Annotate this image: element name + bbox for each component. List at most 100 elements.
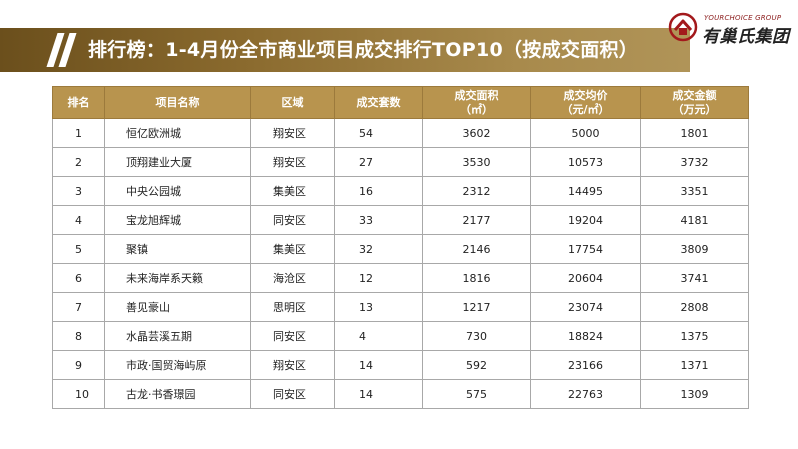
header-amount-unit: （万元） [672,102,717,116]
project-name-cell: 市政·国贸海屿原 [104,350,251,380]
table-row: 10 古龙·书香璟园 同安区 14 575 22763 1309 [52,379,749,409]
header-project-name-label: 项目名称 [155,95,200,109]
project-name-cell: 顶翔建业大厦 [104,147,251,177]
district-cell: 集美区 [250,176,335,206]
header-project-name: 项目名称 [104,86,251,119]
avg-price-cell: 19204 [530,205,641,235]
avg-price-cell: 18824 [530,321,641,351]
area-cell: 730 [422,321,531,351]
avg-price-cell: 20604 [530,263,641,293]
header-area-unit: （㎡） [460,102,493,116]
units-cell: 54 [334,118,423,148]
table-row: 7 善见豪山 思明区 13 1217 23074 2808 [52,292,749,322]
ranking-table: 排名 项目名称 区域 成交套数 成交面积 （㎡） 成交均价 （元/㎡） 成交金额 （万… [52,86,749,409]
amount-cell: 3351 [640,176,749,206]
rank-cell: 5 [52,234,105,264]
table-row: 4 宝龙旭辉城 同安区 33 2177 19204 4181 [52,205,749,235]
header-area-label: 成交面积 [454,88,499,102]
table-row: 6 未来海岸系天籁 海沧区 12 1816 20604 3741 [52,263,749,293]
table-row: 9 市政·国贸海屿原 翔安区 14 592 23166 1371 [52,350,749,380]
avg-price-cell: 23074 [530,292,641,322]
area-cell: 2146 [422,234,531,264]
table-row: 3 中央公园城 集美区 16 2312 14495 3351 [52,176,749,206]
title-banner: 排行榜：1-4月份全市商业项目成交排行TOP10（按成交面积） [0,28,690,72]
amount-cell: 3732 [640,147,749,177]
area-cell: 2177 [422,205,531,235]
rank-cell: 1 [52,118,105,148]
units-cell: 32 [334,234,423,264]
header-district-label: 区域 [281,95,304,109]
header-amount-label: 成交金额 [672,88,717,102]
header-district: 区域 [250,86,335,119]
house-logo-icon [668,12,698,42]
amount-cell: 1801 [640,118,749,148]
table-row: 8 水晶芸溪五期 同安区 4 730 18824 1375 [52,321,749,351]
avg-price-cell: 22763 [530,379,641,409]
district-cell: 集美区 [250,234,335,264]
amount-cell: 3741 [640,263,749,293]
area-cell: 1217 [422,292,531,322]
company-logo: YOURCHOICE GROUP 有巢氏集团 [668,8,792,47]
amount-cell: 2808 [640,292,749,322]
table-row: 5 聚镇 集美区 32 2146 17754 3809 [52,234,749,264]
rank-cell: 6 [52,263,105,293]
avg-price-cell: 5000 [530,118,641,148]
avg-price-cell: 23166 [530,350,641,380]
rank-cell: 3 [52,176,105,206]
area-cell: 3602 [422,118,531,148]
project-name-cell: 宝龙旭辉城 [104,205,251,235]
avg-price-cell: 10573 [530,147,641,177]
slash-decoration [46,33,77,67]
district-cell: 翔安区 [250,350,335,380]
district-cell: 同安区 [250,379,335,409]
amount-cell: 4181 [640,205,749,235]
table-header-row: 排名 项目名称 区域 成交套数 成交面积 （㎡） 成交均价 （元/㎡） 成交金额 （万… [52,86,749,119]
header-units: 成交套数 [334,86,423,119]
district-cell: 海沧区 [250,263,335,293]
units-cell: 27 [334,147,423,177]
units-cell: 33 [334,205,423,235]
table-row: 2 顶翔建业大厦 翔安区 27 3530 10573 3732 [52,147,749,177]
area-cell: 3530 [422,147,531,177]
rank-cell: 2 [52,147,105,177]
page-title: 排行榜：1-4月份全市商业项目成交排行TOP10（按成交面积） [88,39,639,61]
header-avg-price-label: 成交均价 [563,88,608,102]
area-cell: 2312 [422,176,531,206]
logo-english-text: YOURCHOICE GROUP [704,14,782,22]
header-units-label: 成交套数 [356,95,401,109]
units-cell: 14 [334,350,423,380]
district-cell: 同安区 [250,321,335,351]
amount-cell: 3809 [640,234,749,264]
units-cell: 4 [334,321,423,351]
rank-cell: 7 [52,292,105,322]
project-name-cell: 古龙·书香璟园 [104,379,251,409]
project-name-cell: 中央公园城 [104,176,251,206]
avg-price-cell: 17754 [530,234,641,264]
amount-cell: 1371 [640,350,749,380]
amount-cell: 1375 [640,321,749,351]
district-cell: 翔安区 [250,147,335,177]
units-cell: 13 [334,292,423,322]
avg-price-cell: 14495 [530,176,641,206]
project-name-cell: 善见豪山 [104,292,251,322]
district-cell: 思明区 [250,292,335,322]
header-avg-price-unit: （元/㎡） [561,102,610,116]
district-cell: 同安区 [250,205,335,235]
project-name-cell: 聚镇 [104,234,251,264]
area-cell: 592 [422,350,531,380]
area-cell: 1816 [422,263,531,293]
project-name-cell: 未来海岸系天籁 [104,263,251,293]
district-cell: 翔安区 [250,118,335,148]
project-name-cell: 水晶芸溪五期 [104,321,251,351]
header-amount: 成交金额 （万元） [640,86,749,119]
header-area: 成交面积 （㎡） [422,86,531,119]
rank-cell: 9 [52,350,105,380]
rank-cell: 8 [52,321,105,351]
units-cell: 12 [334,263,423,293]
header-avg-price: 成交均价 （元/㎡） [530,86,641,119]
header-rank-label: 排名 [67,95,90,109]
area-cell: 575 [422,379,531,409]
units-cell: 16 [334,176,423,206]
header-rank: 排名 [52,86,105,119]
logo-chinese-text: 有巢氏集团 [702,27,790,47]
